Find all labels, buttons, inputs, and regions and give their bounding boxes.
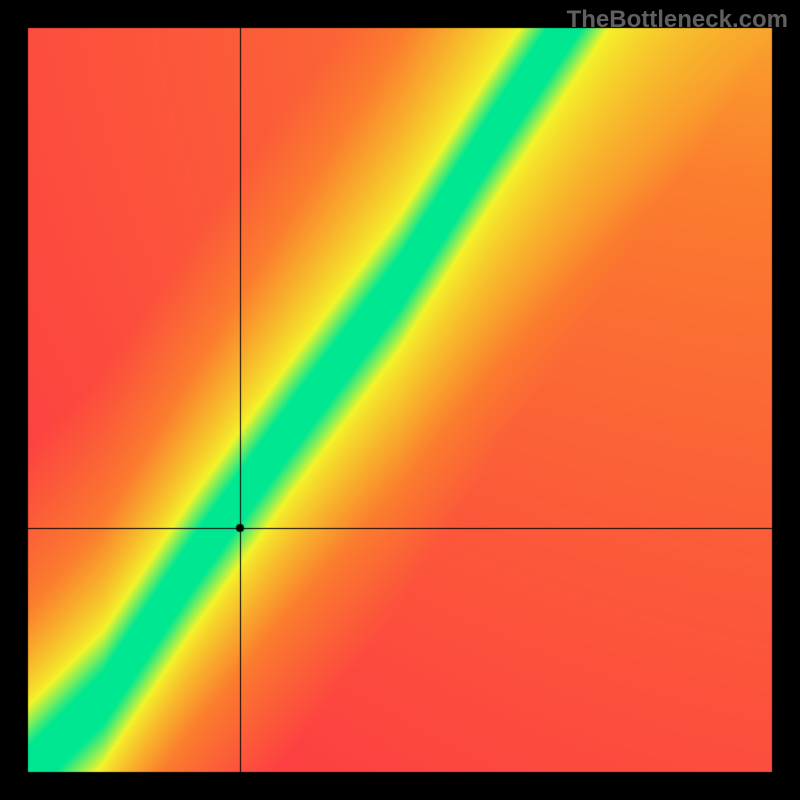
heatmap-canvas: [0, 0, 800, 800]
chart-container: TheBottleneck.com: [0, 0, 800, 800]
watermark-text: TheBottleneck.com: [567, 6, 788, 34]
